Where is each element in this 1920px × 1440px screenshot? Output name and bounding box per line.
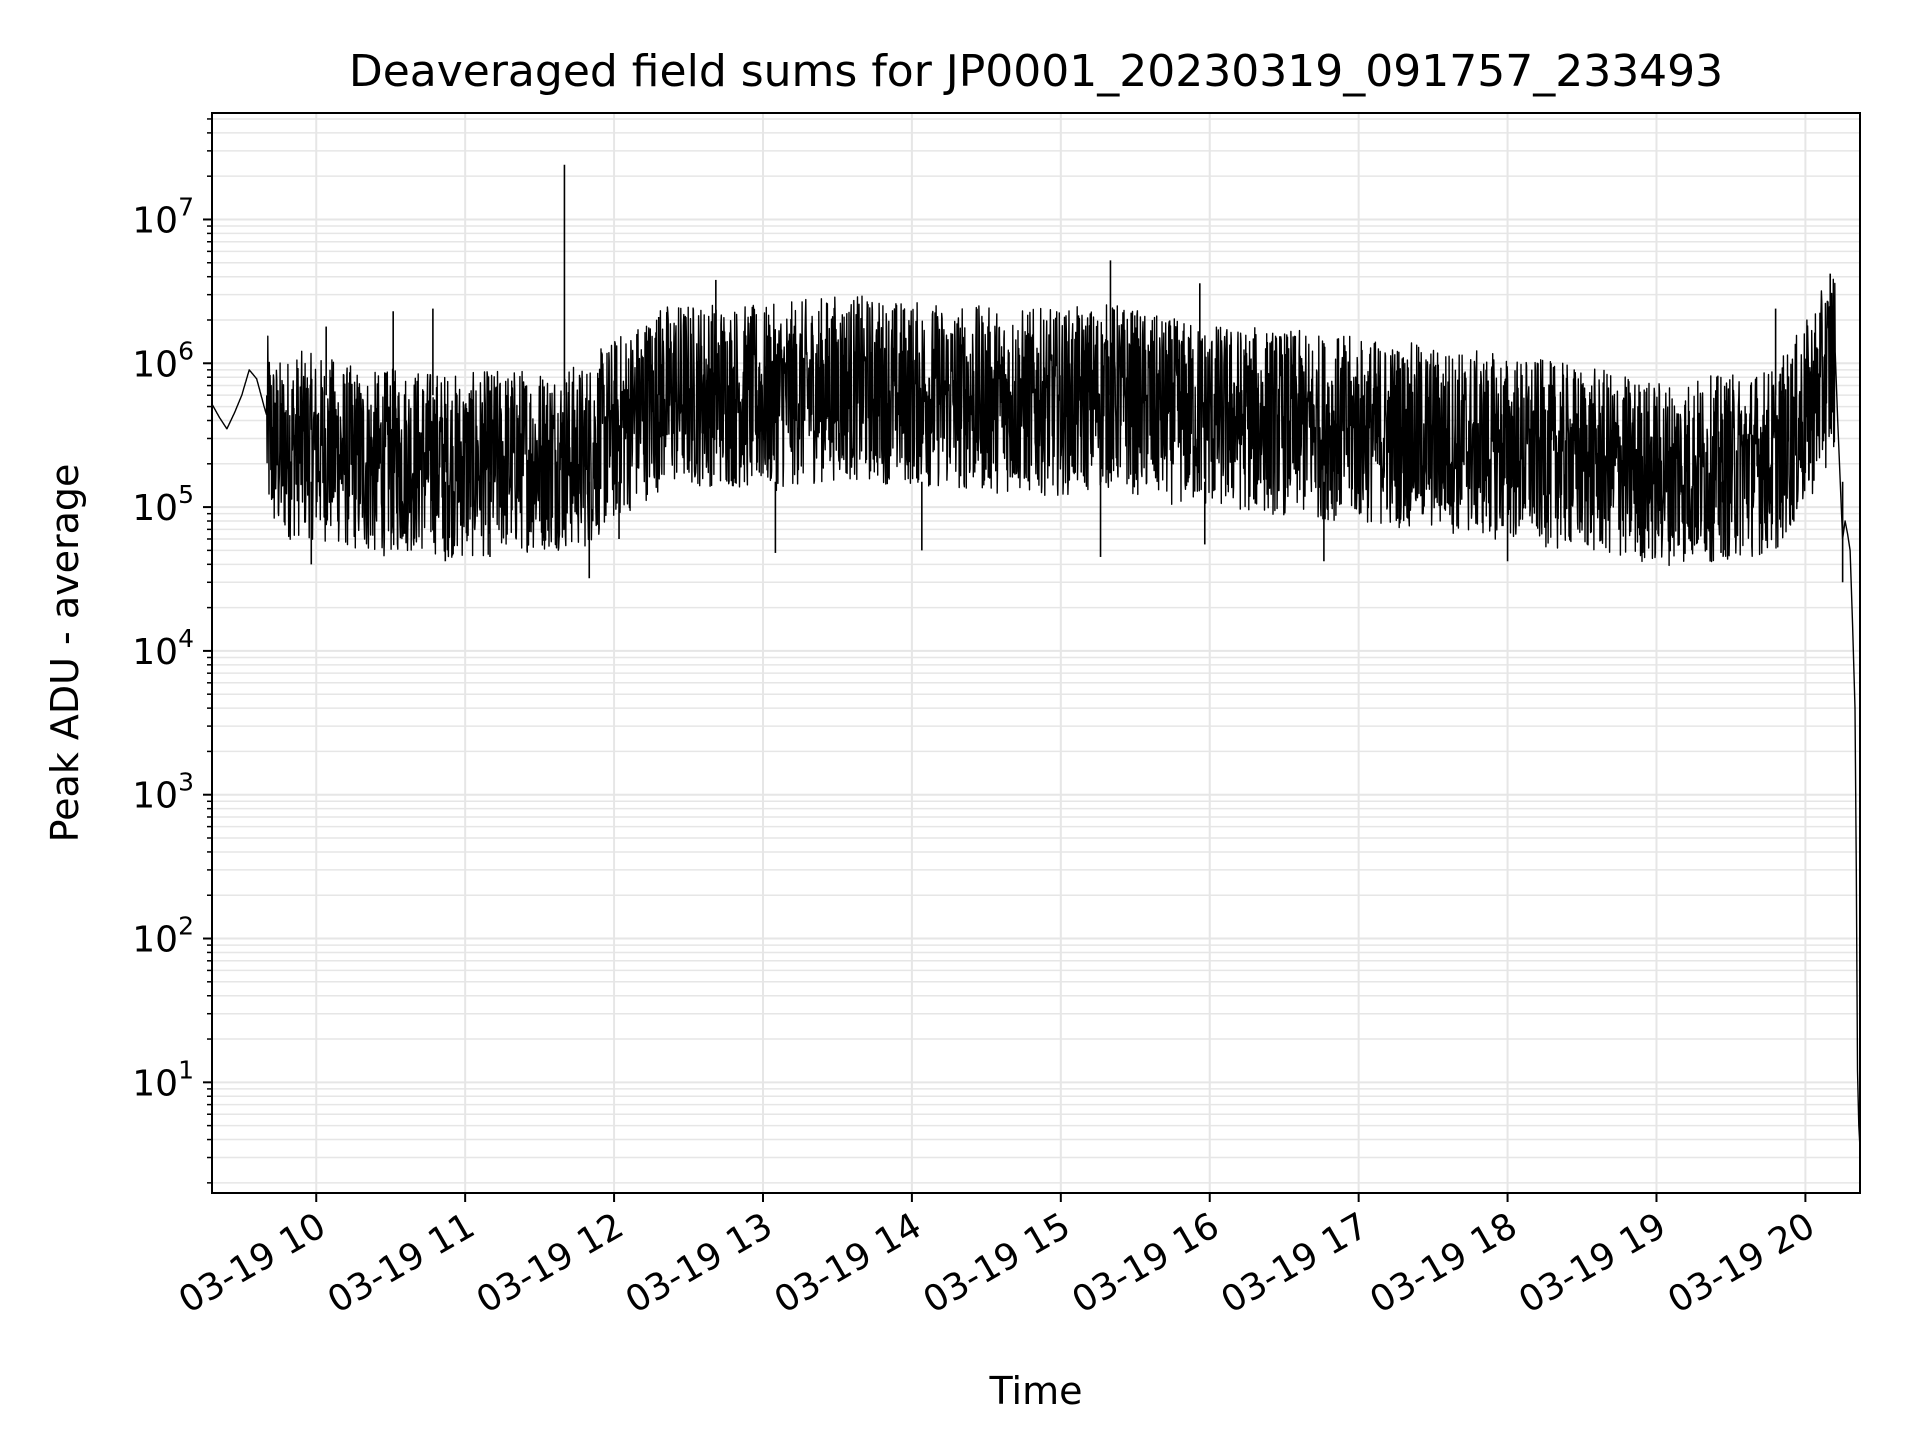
y-tick-label: 101 [132, 1055, 194, 1104]
x-tick-label: 03-19 20 [1661, 1205, 1822, 1321]
x-axis-label: Time [989, 1369, 1083, 1413]
y-tick-label: 103 [132, 768, 194, 817]
x-tick-label: 03-19 11 [321, 1205, 482, 1321]
major-gridlines [212, 113, 1860, 1193]
y-axis-label: Peak ADU - average [43, 464, 87, 843]
x-tick-label: 03-19 19 [1512, 1205, 1673, 1321]
y-axis: 101 102 103 104 105 106 107 [132, 118, 212, 1184]
x-tick-label: 03-19 10 [172, 1205, 333, 1321]
series-line [211, 278, 1861, 1148]
y-tick-label: 104 [132, 624, 194, 673]
x-tick-label: 03-19 12 [470, 1205, 631, 1321]
x-tick-label: 03-19 18 [1363, 1205, 1524, 1321]
y-tick-label: 107 [132, 192, 194, 241]
y-tick-label: 102 [132, 912, 194, 961]
x-tick-label: 03-19 16 [1066, 1205, 1227, 1321]
series-layer [211, 164, 1861, 1148]
chart-title: Deaveraged field sums for JP0001_2023031… [349, 46, 1723, 97]
x-tick-label: 03-19 14 [768, 1205, 929, 1321]
y-tick-label: 106 [132, 336, 194, 385]
x-tick-label: 03-19 15 [917, 1205, 1078, 1321]
x-tick-label: 03-19 13 [619, 1205, 780, 1321]
plot-frame [211, 112, 1861, 1194]
x-tick-label: 03-19 17 [1214, 1205, 1375, 1321]
y-tick-label: 105 [132, 480, 194, 529]
